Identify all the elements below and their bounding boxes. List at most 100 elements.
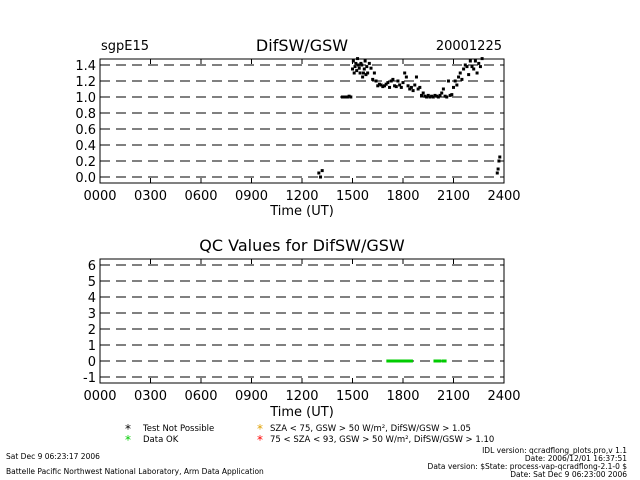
bottom-panel-x-ticks: 0000 0300 0600 0900 1200 1500 1800 2100 2400 bbox=[83, 259, 521, 404]
data-point bbox=[473, 59, 477, 63]
data-point bbox=[495, 171, 499, 175]
data-point bbox=[356, 57, 360, 61]
data-point bbox=[497, 159, 501, 163]
data-point bbox=[393, 359, 397, 363]
data-point bbox=[353, 65, 357, 69]
x-tick-label: 1800 bbox=[386, 189, 419, 204]
data-point bbox=[443, 359, 447, 363]
data-point bbox=[362, 67, 366, 71]
data-point bbox=[361, 71, 365, 75]
data-point bbox=[344, 95, 348, 99]
data-point bbox=[433, 359, 437, 363]
top-panel-grid bbox=[100, 64, 504, 178]
data-point bbox=[414, 75, 418, 79]
data-point bbox=[372, 71, 376, 75]
data-point bbox=[418, 85, 422, 89]
data-point bbox=[438, 93, 442, 97]
data-point bbox=[347, 94, 351, 98]
data-point bbox=[408, 87, 412, 91]
data-point bbox=[379, 83, 383, 87]
data-point bbox=[462, 67, 466, 71]
data-point bbox=[319, 175, 323, 179]
date-label: 20001225 bbox=[436, 39, 502, 54]
y-tick-label: 1.2 bbox=[75, 75, 96, 90]
data-point bbox=[384, 82, 388, 86]
top-panel-frame bbox=[99, 58, 505, 184]
data-point bbox=[430, 94, 434, 98]
bottom-panel-points bbox=[386, 359, 447, 363]
data-point bbox=[435, 359, 439, 363]
legend-label-sza-75-93: 75 < SZA < 93, GSW > 50 W/m², DifSW/GSW … bbox=[270, 435, 494, 445]
data-point bbox=[440, 91, 444, 95]
data-point bbox=[398, 359, 402, 363]
x-tick-label: 0600 bbox=[184, 389, 217, 404]
data-point bbox=[398, 83, 402, 87]
data-point bbox=[455, 83, 459, 87]
data-point bbox=[433, 93, 437, 97]
bottom-panel-grid bbox=[100, 264, 504, 378]
top-panel: 0.00.20.40.60.81.01.21.4 0000 0300 0600 090… bbox=[75, 57, 521, 219]
chart-title-top: DifSW/GSW bbox=[256, 36, 348, 55]
data-point bbox=[317, 171, 321, 175]
data-point bbox=[389, 79, 393, 83]
data-point bbox=[403, 71, 407, 75]
data-point bbox=[351, 59, 355, 63]
x-tick-label: 2400 bbox=[487, 189, 520, 204]
data-point bbox=[393, 84, 397, 88]
x-tick-label: 0900 bbox=[235, 189, 268, 204]
data-point bbox=[436, 359, 440, 363]
footer-idl-version: IDL version: qcradflong_plots.pro,v 1.1 bbox=[482, 446, 627, 455]
data-point bbox=[340, 95, 344, 99]
data-point bbox=[428, 95, 432, 99]
footer-lab: Battelle Pacific Northwest National Labo… bbox=[6, 467, 264, 476]
data-point bbox=[403, 359, 407, 363]
y-tick-label: 1.0 bbox=[75, 91, 96, 106]
data-point bbox=[498, 155, 502, 159]
data-point bbox=[438, 359, 442, 363]
data-point bbox=[496, 167, 500, 171]
y-tick-label: 2 bbox=[88, 323, 96, 338]
data-point bbox=[431, 95, 435, 99]
footer-date2: Date: Sat Dec 9 06:23:00 2006 bbox=[510, 470, 627, 479]
x-tick-label: 2100 bbox=[437, 189, 470, 204]
data-point bbox=[374, 79, 378, 83]
legend-label-sza-lt-75: SZA < 75, GSW > 50 W/m², DifSW/GSW > 1.0… bbox=[270, 424, 471, 434]
x-tick-label: 0900 bbox=[235, 389, 268, 404]
data-point bbox=[388, 85, 392, 89]
data-point bbox=[382, 84, 386, 88]
footer-date: Date: 2006/12/01 16:37:51 bbox=[525, 454, 627, 463]
data-point bbox=[450, 93, 454, 97]
data-point bbox=[376, 84, 380, 88]
data-point bbox=[369, 66, 373, 70]
data-point bbox=[401, 81, 405, 85]
legend: * Test Not Possible * Data OK * SZA < 75… bbox=[125, 422, 494, 447]
y-tick-label: 6 bbox=[88, 259, 96, 274]
data-point bbox=[354, 61, 358, 65]
data-point bbox=[355, 69, 359, 73]
y-tick-label: 1 bbox=[88, 339, 96, 354]
data-point bbox=[381, 85, 385, 89]
data-point bbox=[409, 359, 413, 363]
data-point bbox=[472, 67, 476, 71]
data-point bbox=[386, 81, 390, 85]
data-point bbox=[358, 71, 362, 75]
y-tick-label: 0.6 bbox=[75, 123, 96, 138]
data-point bbox=[377, 82, 381, 86]
data-point bbox=[458, 71, 462, 75]
y-tick-label: 5 bbox=[88, 275, 96, 290]
data-point bbox=[452, 85, 455, 89]
data-point bbox=[389, 359, 393, 363]
x-tick-label: 1800 bbox=[386, 389, 419, 404]
data-point bbox=[399, 85, 403, 89]
top-panel-x-ticks: 0000 0300 0600 0900 1200 1500 1800 2100 2400 bbox=[83, 59, 521, 204]
data-point bbox=[420, 93, 424, 97]
data-point bbox=[406, 84, 410, 88]
data-point bbox=[359, 61, 363, 65]
y-tick-label: 0.8 bbox=[75, 107, 96, 122]
data-point bbox=[394, 359, 398, 363]
site-label: sgpE15 bbox=[101, 39, 149, 54]
top-panel-points bbox=[317, 57, 502, 179]
chart-title-bottom: QC Values for DifSW/GSW bbox=[199, 236, 405, 255]
data-point bbox=[356, 63, 360, 67]
data-point bbox=[367, 61, 371, 65]
